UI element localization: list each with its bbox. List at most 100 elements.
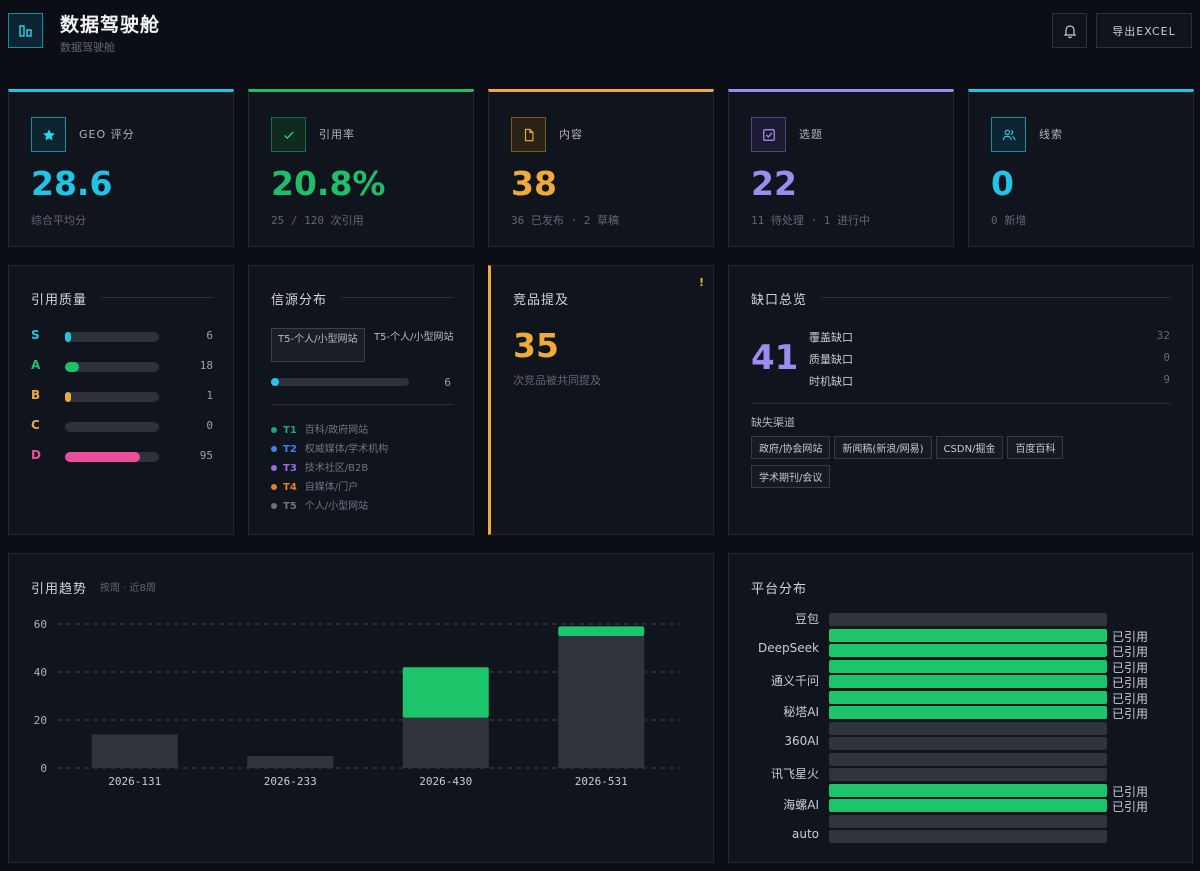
quality-bar-track (65, 332, 159, 342)
kpi-value: 28.6 (31, 164, 113, 203)
source-tier-label: T5-个人/小型网站 (374, 332, 454, 343)
gap-overview-panel: 缺口总览 41 覆盖缺口 32 质量缺口 0 时机缺口 9 缺失渠道 政府/协会网站 新闻稿… (728, 265, 1193, 535)
bar (558, 636, 645, 768)
page-title: 数据驾驶舱 (60, 14, 161, 36)
quality-count: 18 (199, 359, 213, 372)
quality-grade: A (31, 358, 41, 372)
competitor-sub: 次竞品被共同提及 (513, 374, 601, 387)
kpi-label: 选题 (799, 128, 823, 141)
platform-name: 豆包 (794, 612, 819, 626)
platform-bar (829, 644, 1107, 657)
cited-tag: 已引用 (1112, 800, 1149, 814)
notification-button[interactable] (1052, 13, 1087, 48)
cited-tag: 已引用 (1112, 676, 1149, 690)
gap-total: 41 (751, 338, 799, 378)
divider (271, 404, 453, 405)
citation-quality-panel: 引用质量 S 6 A 18 B 1 C 0 D 95 (8, 265, 234, 535)
channel-chip[interactable]: 新闻稿(新浪/网易) (834, 436, 932, 459)
quality-count: 1 (206, 389, 213, 402)
header: 数据驾驶舱 数据驾驶舱 导出EXCEL (0, 0, 1200, 62)
dashboard-logo-icon (8, 13, 43, 48)
platform-bar (829, 768, 1107, 781)
platform-name: 通义千问 (770, 674, 819, 688)
kpi-sub: 36 已发布 · 2 草稿 (511, 214, 619, 227)
export-excel-button[interactable]: 导出EXCEL (1096, 13, 1192, 48)
gap-item-value: 9 (1163, 373, 1170, 386)
quality-count: 95 (199, 449, 213, 462)
kpi-sub: 综合平均分 (31, 214, 86, 227)
citation-trend-panel: 引用趋势 按周 · 近8周 0 20 40 60 2026-131 2026-233 202… (8, 553, 714, 863)
source-tier-item: T5 个人/小型网站 (271, 497, 368, 512)
missing-channels-list: 政府/协会网站 新闻稿(新浪/网易) CSDN/掘金 百度百科学术期刊/会议 (751, 436, 1111, 494)
channel-chip[interactable]: 政府/协会网站 (751, 436, 831, 459)
platform-bar (829, 613, 1107, 626)
platform-distribution-panel: 平台分布 已引用 已引用 已引用 已引用 已引用 已引用 已引用 已引用 豆包 DeepSeek 通… (728, 553, 1193, 863)
platform-name: DeepSeek (758, 641, 819, 655)
channel-chip[interactable]: 百度百科 (1007, 436, 1064, 459)
quality-bar-track (65, 362, 159, 372)
kpi-value: 20.8% (271, 164, 386, 203)
quality-count: 6 (206, 329, 213, 342)
source-tier-item: T3 技术社区/B2B (271, 459, 368, 474)
tier-code: T4 (283, 482, 297, 493)
competitor-mention-panel: 竞品提及 ! 35 次竞品被共同提及 (488, 265, 714, 535)
section-title: 竞品提及 (513, 293, 570, 308)
quality-bar-fill (65, 362, 80, 372)
quality-row: A 18 (31, 358, 213, 374)
y-tick-label: 20 (34, 714, 47, 727)
kpi-card-content: 内容 38 36 已发布 · 2 草稿 (488, 89, 714, 247)
divider (751, 403, 1171, 404)
platform-name: 海螺AI (783, 798, 819, 812)
kpi-label: 内容 (559, 128, 583, 141)
users-icon (991, 117, 1026, 152)
quality-row: D 95 (31, 448, 213, 464)
tier-desc: 技术社区/B2B (304, 463, 369, 474)
bar (91, 734, 178, 768)
section-title: 引用趋势 (31, 582, 88, 597)
section-title: 平台分布 (751, 582, 808, 597)
source-tier-chip[interactable]: T5-个人/小型网站 (271, 328, 365, 362)
quality-count: 0 (206, 419, 213, 432)
competitor-value: 35 (513, 326, 559, 365)
kpi-label: 线索 (1039, 128, 1063, 141)
tier-code: T2 (283, 444, 297, 455)
gap-item-label: 时机缺口 (809, 375, 853, 388)
tier-dot (271, 446, 277, 452)
source-tier-item: T2 权威媒体/学术机构 (271, 440, 388, 455)
kpi-card-topics: 选题 22 11 待处理 · 1 进行中 (728, 89, 954, 247)
x-tick-label: 2026-131 (108, 775, 161, 788)
channel-chip[interactable]: CSDN/掘金 (935, 436, 1004, 459)
bell-icon (1063, 24, 1076, 38)
quality-bar-track (65, 452, 159, 462)
missing-channels-title: 缺失渠道 (751, 416, 795, 429)
trend-chart: 0 20 40 60 2026-131 2026-233 2026-430 2026-531 (34, 618, 679, 788)
kpi-value: 38 (511, 164, 557, 203)
platform-bar (829, 690, 1107, 704)
tier-dot (271, 503, 277, 509)
y-tick-label: 60 (34, 618, 47, 631)
cited-tag: 已引用 (1112, 691, 1149, 706)
x-tick-label: 2026-531 (575, 775, 628, 788)
gap-item-value: 32 (1156, 329, 1170, 342)
bar (402, 667, 489, 718)
quality-bar-fill (65, 392, 71, 402)
gap-item-value: 0 (1163, 351, 1170, 364)
source-tier-item: T4 自媒体/门户 (271, 478, 358, 493)
kpi-card-citation-rate: 引用率 20.8% 25 / 120 次引用 (248, 89, 474, 247)
section-title: 缺口总览 (751, 293, 808, 308)
quality-grade: S (31, 328, 40, 342)
y-tick-label: 0 (40, 762, 47, 775)
cited-tag: 已引用 (1112, 629, 1149, 644)
source-bar-count: 6 (444, 376, 451, 389)
platform-bar (829, 659, 1107, 673)
platform-name: 360AI (784, 734, 819, 748)
tier-desc: 个人/小型网站 (304, 501, 369, 512)
gap-item-label: 质量缺口 (809, 353, 853, 366)
tier-code: T3 (283, 463, 297, 474)
platform-bar (829, 799, 1107, 812)
quality-bar-fill (65, 332, 71, 342)
channel-chip[interactable]: 学术期刊/会议 (751, 465, 831, 488)
